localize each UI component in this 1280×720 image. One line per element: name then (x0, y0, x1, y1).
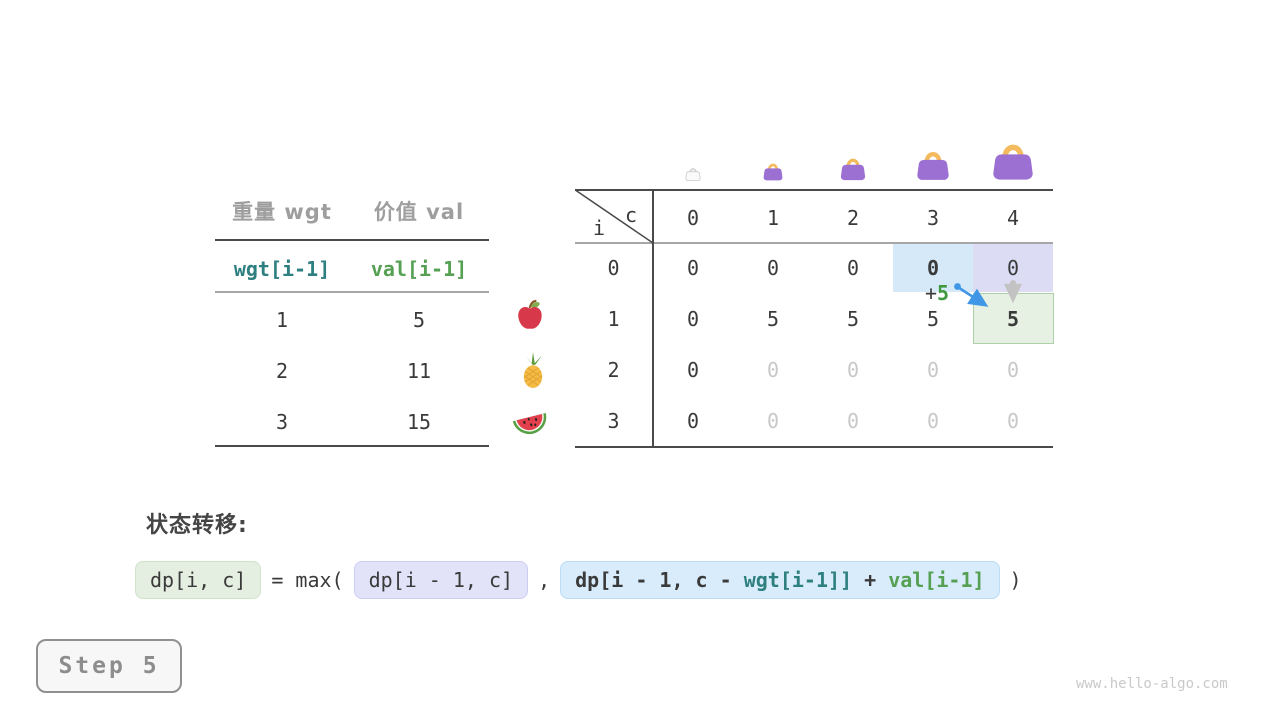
dp-row-header-1: 1 (607, 307, 620, 331)
dp-cell-r2c2: 0 (846, 358, 860, 382)
formula-close-paren: ) (1009, 568, 1022, 592)
dp-row-header-0: 0 (607, 256, 620, 280)
items-col-value-header: 价值 val (373, 200, 465, 224)
dp-cell-r0c1: 0 (766, 256, 780, 280)
dp-cell-r1c0: 0 (686, 307, 700, 331)
step-button[interactable]: Step 5 (36, 639, 182, 693)
bag-m-icon (917, 152, 949, 180)
dp-cell-r0c2: 0 (846, 256, 860, 280)
formula-arg2-val: val[i-1] (888, 568, 985, 592)
watermelon-icon (512, 412, 547, 435)
dp-corner-col-label: c (624, 203, 638, 227)
item-2-weight: 2 (275, 359, 289, 383)
transition-formula: dp[i, c] = max( dp[i - 1, c] , dp[i - 1,… (135, 561, 1022, 599)
state-transition-title: 状态转移: (146, 513, 248, 538)
site-watermark: www.hello-algo.com (1076, 676, 1228, 692)
dp-col-header-2: 2 (846, 206, 860, 230)
dp-table-header-rule (575, 242, 1053, 244)
dp-cell-r2c3: 0 (926, 358, 940, 382)
dp-cell-r2c0: 0 (686, 358, 700, 382)
formula-arg2-plus: + (852, 568, 889, 592)
item-1-weight: 1 (275, 308, 289, 332)
empty-bag-icon (685, 168, 701, 181)
dp-col-header-4: 4 (1006, 206, 1020, 230)
dp-cell-r0c3: 0 (926, 256, 940, 280)
dp-cell-r1c2: 5 (846, 307, 860, 331)
formula-arg2-chip: dp[i - 1, c - wgt[i-1]] + val[i-1] (560, 561, 1000, 599)
formula-comma: , (538, 568, 551, 592)
apple-icon (518, 299, 542, 329)
dp-table-bottom-rule (575, 446, 1053, 448)
dp-col-header-1: 1 (766, 206, 780, 230)
dp-corner-diagonal (575, 189, 654, 244)
dp-cell-r1c4: 5 (1006, 307, 1020, 331)
formula-arg2-prefix: dp[i - 1, c - (575, 568, 744, 592)
item-2-value: 11 (406, 359, 432, 383)
formula-lhs-chip: dp[i, c] (135, 561, 262, 599)
dp-cell-r1c3: 5 (926, 307, 940, 331)
items-weight-symbol: wgt[i-1] (233, 257, 331, 281)
items-table-bottom-rule (215, 445, 489, 447)
dp-cell-r1c1: 5 (766, 307, 780, 331)
items-table-top-rule (215, 239, 489, 241)
dp-cell-r0c0: 0 (686, 256, 700, 280)
dp-cell-r3c0: 0 (686, 409, 700, 433)
dp-table-top-rule (575, 189, 1053, 191)
dp-row-header-2: 2 (607, 358, 620, 382)
dp-col-header-3: 3 (926, 206, 940, 230)
bag-s-icon (840, 158, 866, 181)
formula-arg1-chip: dp[i - 1, c] (353, 561, 529, 599)
item-3-value: 15 (406, 410, 432, 434)
item-1-value: 5 (412, 308, 426, 332)
dp-table-vertical-rule (652, 189, 654, 448)
pineapple-icon (523, 352, 543, 388)
formula-operator: = max( (271, 568, 344, 592)
dp-col-header-0: 0 (686, 206, 700, 230)
item-3-weight: 3 (275, 410, 289, 434)
dp-cell-r3c4: 0 (1006, 409, 1020, 433)
items-value-symbol: val[i-1] (370, 257, 468, 281)
dp-cell-r3c3: 0 (926, 409, 940, 433)
dp-cell-r0c4: 0 (1006, 256, 1020, 280)
items-col-weight-header: 重量 wgt (232, 200, 332, 224)
dp-cell-r3c1: 0 (766, 409, 780, 433)
items-table-mid-rule (215, 291, 489, 293)
bag-xs-icon (763, 163, 783, 181)
annotation-plus: + (925, 281, 938, 305)
formula-arg2-wgt: wgt[i-1]] (743, 568, 853, 592)
transition-annotation: +5 (925, 282, 949, 304)
dp-corner-row-label: i (592, 216, 606, 240)
dp-row-header-3: 3 (607, 409, 620, 433)
bag-l-icon (993, 144, 1033, 180)
dp-cell-r3c2: 0 (846, 409, 860, 433)
dp-cell-r2c4: 0 (1006, 358, 1020, 382)
dp-cell-r2c1: 0 (766, 358, 780, 382)
annotation-value: 5 (937, 281, 950, 305)
